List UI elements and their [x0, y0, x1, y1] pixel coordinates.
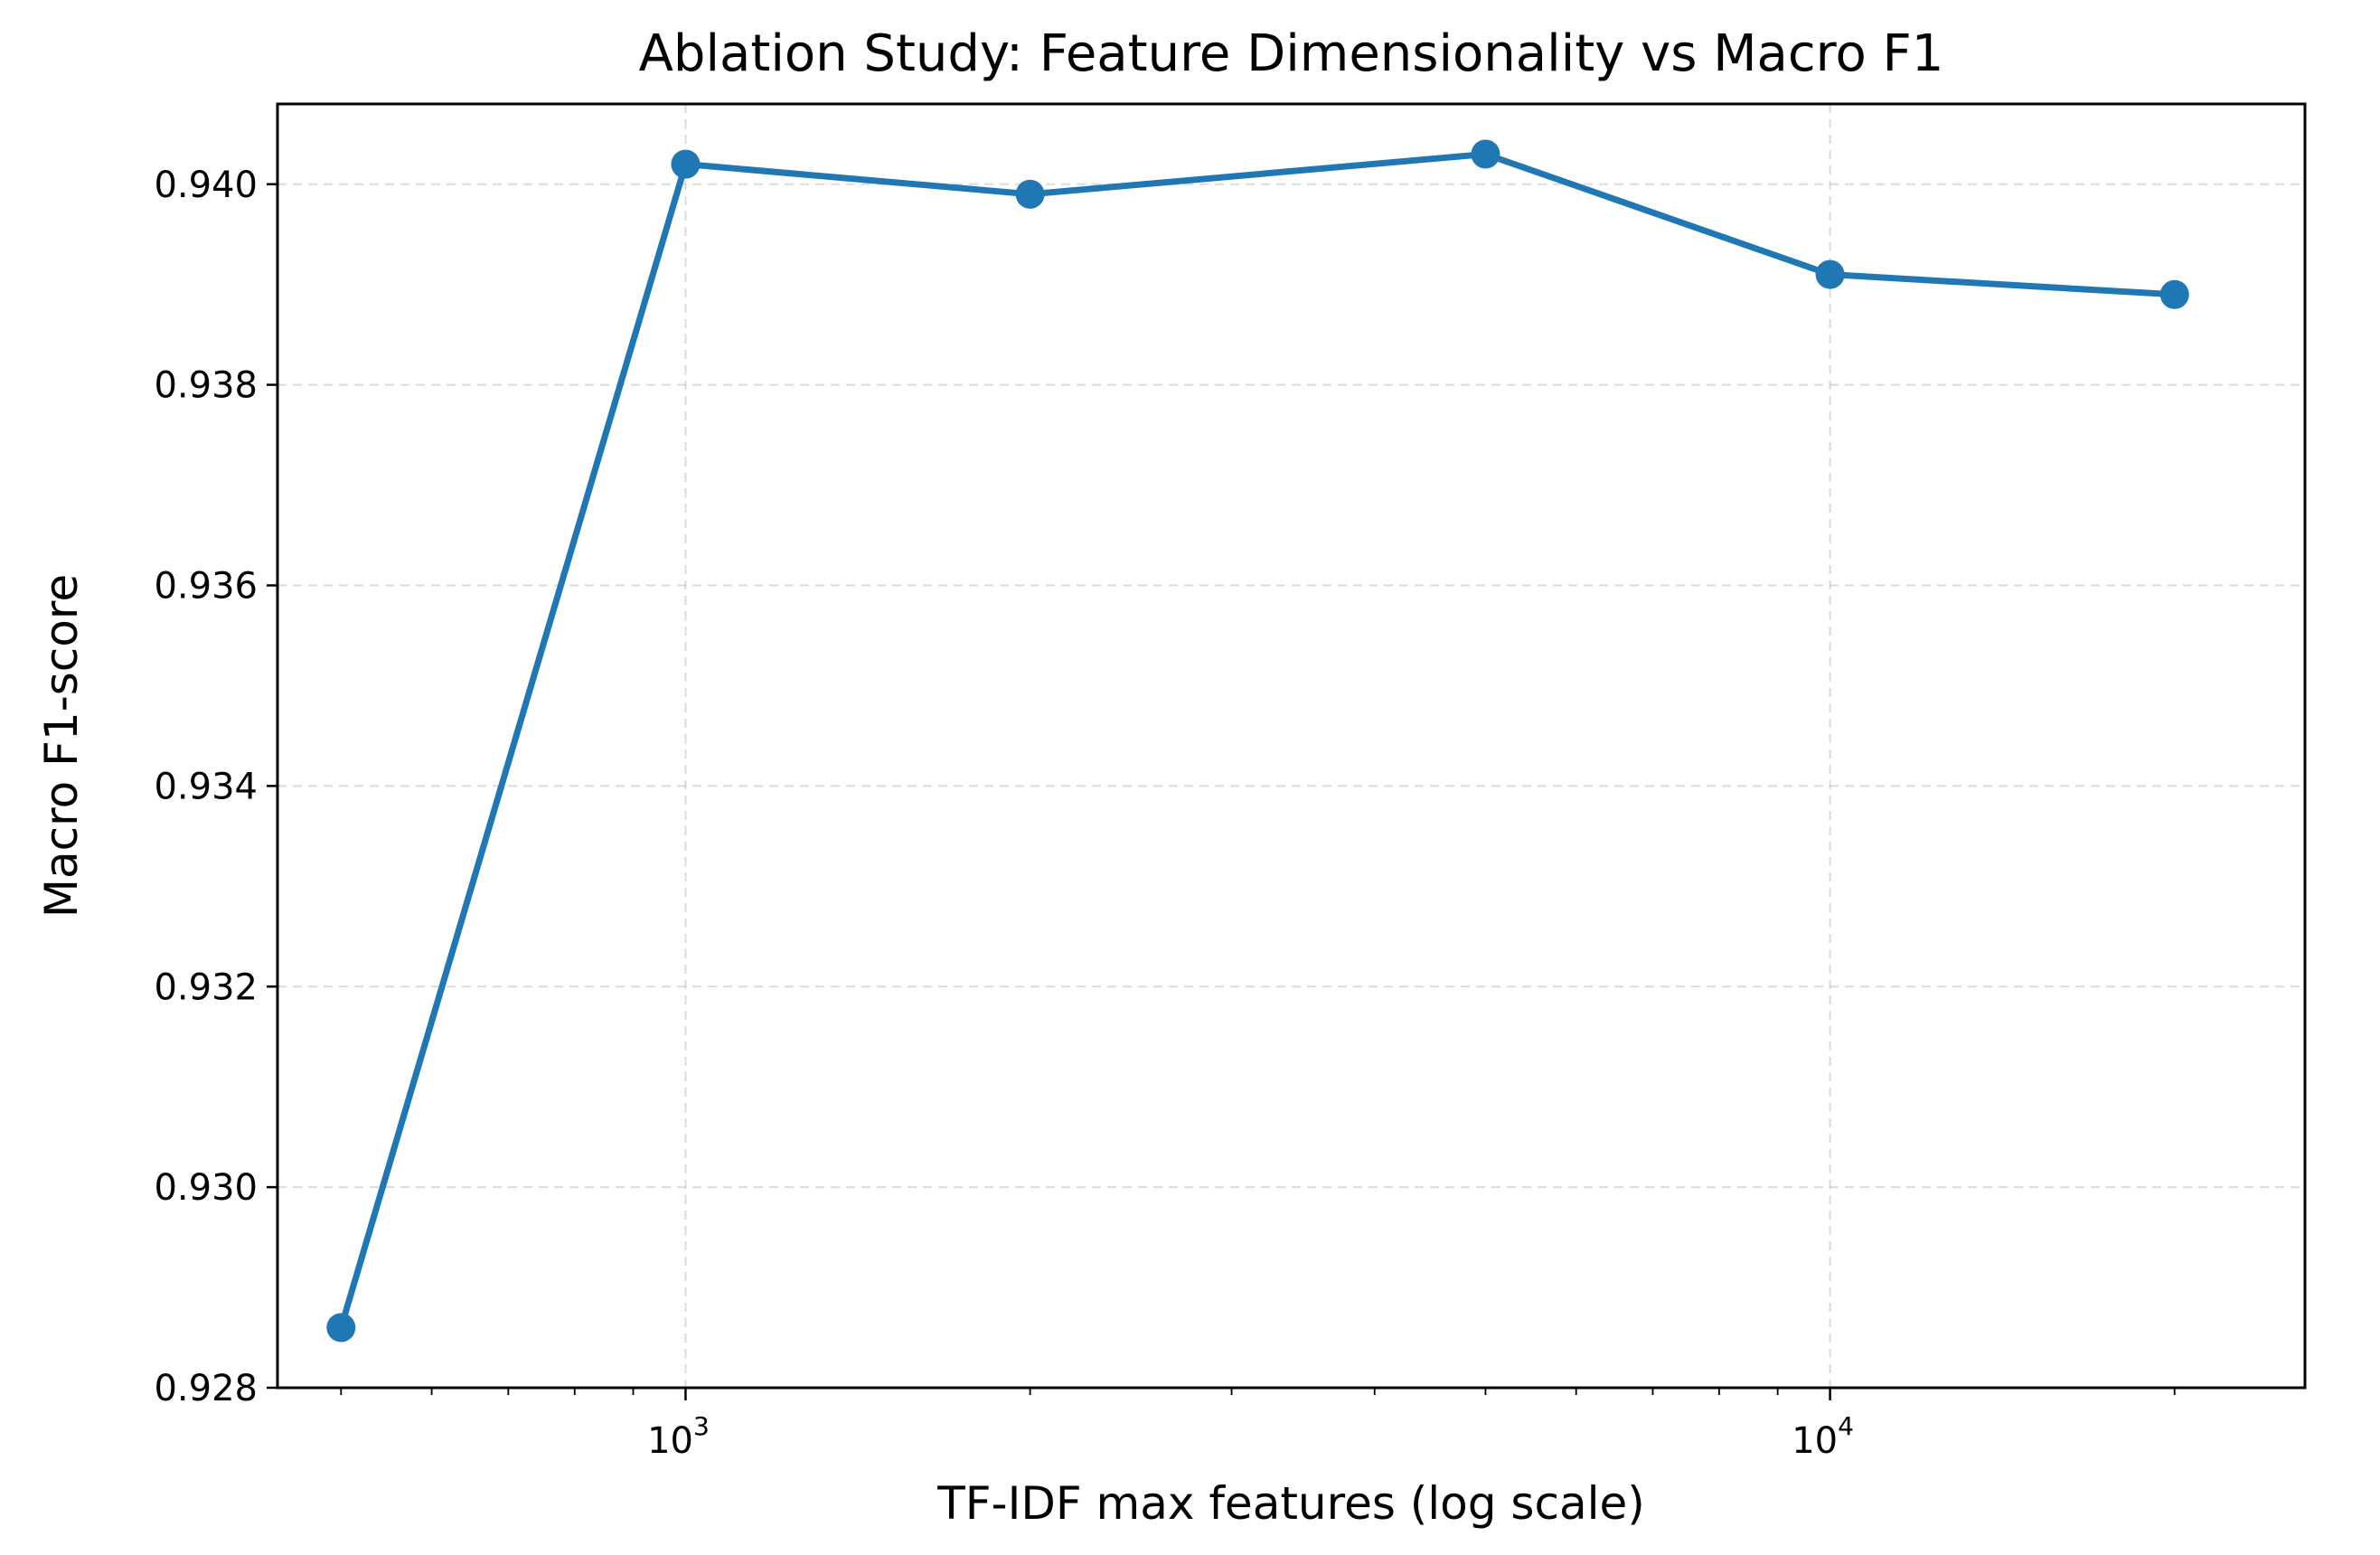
y-tick-label: 0.934 [154, 766, 258, 807]
y-tick-label: 0.938 [154, 365, 258, 407]
data-point [1015, 179, 1045, 209]
series [326, 139, 2189, 1343]
x-axis-label: TF-IDF max features (log scale) [936, 1477, 1645, 1530]
y-tick-label: 0.940 [154, 165, 258, 206]
x-tick-label: 104 [1792, 1411, 1854, 1462]
data-point [1815, 259, 1845, 289]
plot-area [278, 104, 2305, 1388]
y-axis-label: Macro F1-score [35, 574, 88, 918]
y-tick-label: 0.932 [154, 966, 258, 1008]
x-tick-label: 103 [647, 1411, 710, 1462]
plot-frame [276, 102, 2307, 1390]
data-point [2159, 279, 2189, 309]
data-point [326, 1313, 356, 1343]
data-point [1471, 139, 1500, 169]
y-tick-label: 0.928 [154, 1368, 258, 1409]
series-line [337, 151, 2178, 1331]
y-tick-label: 0.936 [154, 566, 258, 608]
y-tick-label: 0.930 [154, 1167, 258, 1209]
chart-title: Ablation Study: Feature Dimensionality v… [639, 24, 1944, 83]
ticks: 0.928 0.930 0.932 0.934 0.936 0.938 0.940 103 10… [154, 165, 1853, 1462]
data-point [671, 149, 701, 179]
